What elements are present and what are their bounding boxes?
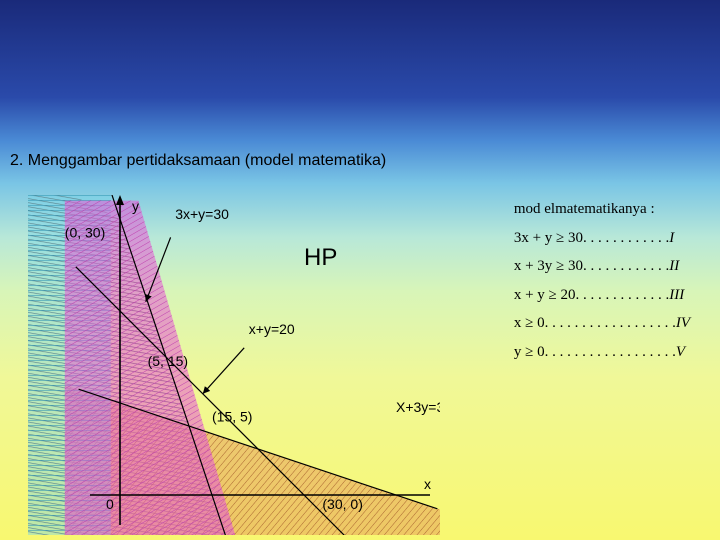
y-axis-arrow xyxy=(116,195,124,205)
equation-5: y ≥ 0. . . . . . . . . . . . . . . . . .… xyxy=(514,338,690,367)
line-label-3x+y=30: 3x+y=30 xyxy=(175,206,229,222)
chart-svg: 3x+y=30 x+y=20 X+3y=30 (0, 30) (5, 15) (15, 5… xyxy=(10,195,440,535)
point-label: (15, 5) xyxy=(212,408,252,424)
equations-header: mod elmatematikanya : xyxy=(514,195,690,224)
chart-area: 3x+y=30 x+y=20 X+3y=30 (0, 30) (5, 15) (15, 5… xyxy=(10,195,440,535)
line-label-x+3y=30: X+3y=30 xyxy=(396,399,440,415)
hp-label: HP xyxy=(304,244,337,271)
point-label: (5, 15) xyxy=(148,353,188,369)
equation-3: x + y ≥ 20. . . . . . . . . . . . .III xyxy=(514,281,690,310)
x-axis-label: x xyxy=(424,476,431,492)
equation-4: x ≥ 0. . . . . . . . . . . . . . . . . .… xyxy=(514,309,690,338)
equation-2: x + 3y ≥ 30. . . . . . . . . . . .II xyxy=(514,252,690,281)
line-label-x+y=20: x+y=20 xyxy=(249,321,295,337)
page-title: 2. Menggambar pertidaksamaan (model mate… xyxy=(10,152,386,170)
y-axis-label: y xyxy=(132,198,139,214)
equations-block: mod elmatematikanya : 3x + y ≥ 30. . . .… xyxy=(514,195,690,366)
point-label: (30, 0) xyxy=(322,496,362,512)
origin-label: 0 xyxy=(106,496,114,512)
point-label: (0, 30) xyxy=(65,224,105,240)
arrow-x+y=20 xyxy=(203,348,244,394)
slide: 2. Menggambar pertidaksamaan (model mate… xyxy=(0,0,720,540)
equation-1: 3x + y ≥ 30. . . . . . . . . . . .I xyxy=(514,224,690,253)
